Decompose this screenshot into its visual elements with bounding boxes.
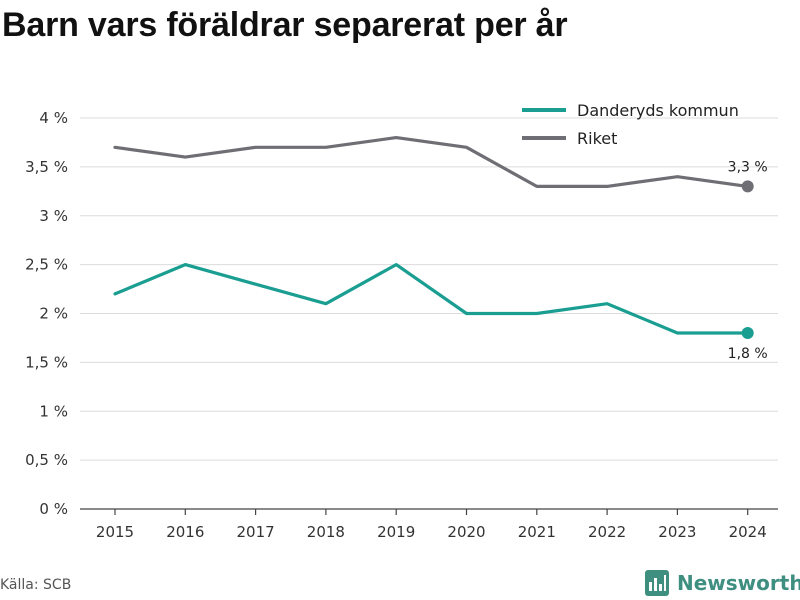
x-tick-label: 2021 (518, 523, 556, 541)
series-line-1 (113, 136, 750, 188)
y-tick-label: 3,5 % (25, 158, 68, 176)
x-axis: 2015 2016 2017 2018 2019 2020 2021 2022 2023 2024 (80, 508, 778, 541)
chart-title: Barn vars föräldrar separerat per år (2, 6, 568, 44)
series-lines: 1,8 % 3,3 % (113, 136, 768, 362)
end-marker (741, 180, 754, 193)
y-tick-label: 0 % (39, 500, 68, 518)
x-tick-label: 2018 (307, 523, 345, 541)
x-tick-label: 2016 (166, 523, 204, 541)
y-tick-label: 2 % (39, 305, 68, 323)
x-tick-label: 2022 (588, 523, 626, 541)
x-tick-label: 2024 (729, 523, 767, 541)
x-tick-label: 2017 (237, 523, 275, 541)
end-marker (741, 327, 754, 340)
y-axis-labels: 0 % 0,5 % 1 % 1,5 % 2 % 2,5 % 3 % 3,5 % 4 % (25, 109, 68, 518)
y-tick-label: 3 % (39, 207, 68, 225)
source-note: Källa: SCB (0, 577, 72, 593)
y-tick-label: 1 % (39, 402, 68, 420)
x-tick-label: 2019 (377, 523, 415, 541)
brand-logo[interactable]: Newsworthy (645, 568, 800, 598)
legend-label: Riket (577, 129, 617, 148)
x-tick-label: 2020 (447, 523, 485, 541)
y-tick-label: 4 % (39, 109, 68, 127)
x-tick-label: 2015 (96, 523, 134, 541)
gridlines (80, 117, 778, 461)
brand-name: Newsworthy (677, 571, 800, 595)
y-tick-label: 1,5 % (25, 353, 68, 371)
newsworthy-logo-icon (645, 570, 669, 596)
y-tick-label: 2,5 % (25, 256, 68, 274)
end-value-label: 1,8 % (728, 346, 768, 362)
y-tick-label: 0,5 % (25, 451, 68, 469)
x-tick-label: 2023 (658, 523, 696, 541)
series-line-0 (113, 263, 750, 335)
legend-label: Danderyds kommun (577, 101, 739, 120)
legend: Danderyds kommun Riket (522, 101, 739, 148)
end-value-label: 3,3 % (728, 159, 768, 175)
